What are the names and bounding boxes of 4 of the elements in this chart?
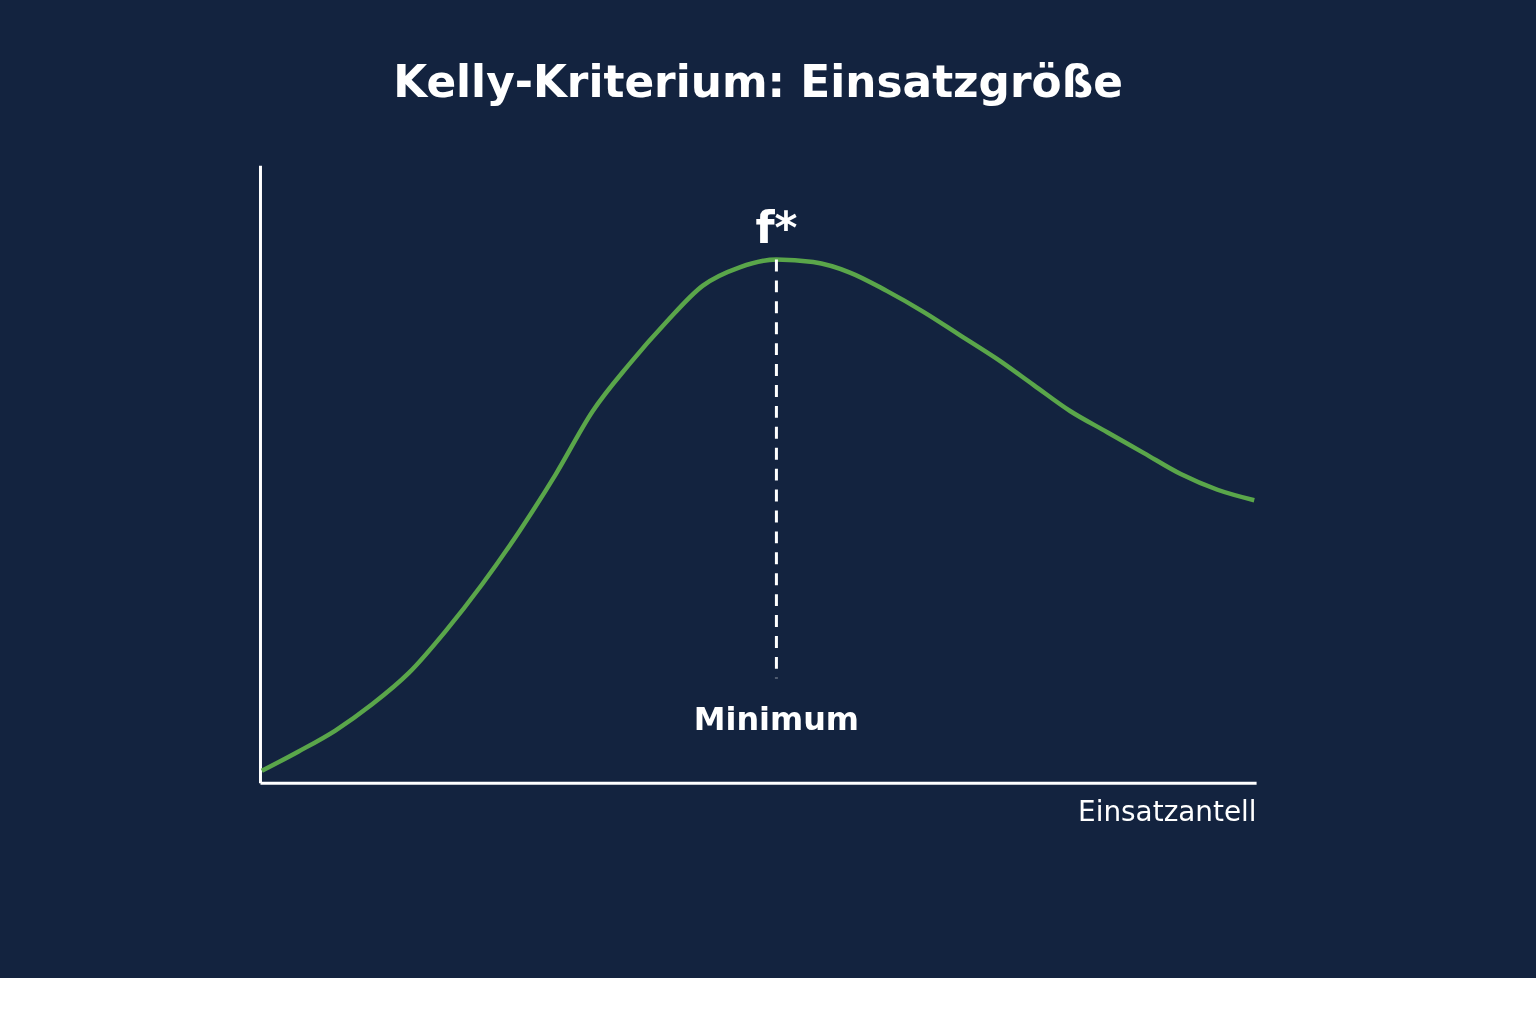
text: f* <box>755 201 798 253</box>
x-axis-title: Einsatzantell <box>1078 795 1257 829</box>
chart-title: Kelly-Kriterium: Einsatzgröße <box>393 55 1123 107</box>
annotation: Minimum <box>693 700 860 739</box>
